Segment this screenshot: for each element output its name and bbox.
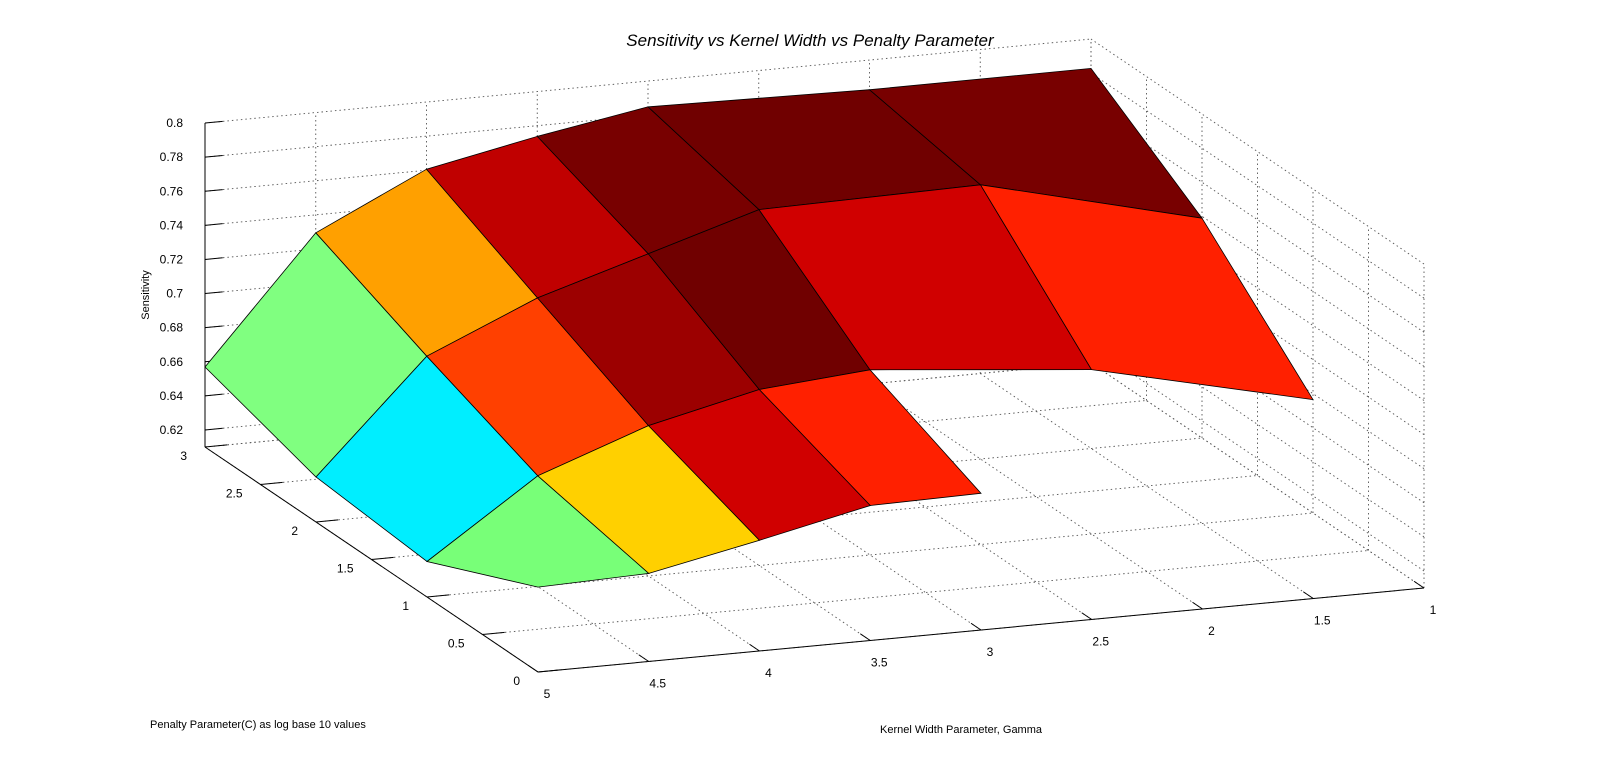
y-tick-mark xyxy=(204,444,228,448)
y-tick-label: 0 xyxy=(513,674,520,688)
y-axis-label: Penalty Parameter(C) as log base 10 valu… xyxy=(150,719,366,731)
y-tick-mark xyxy=(426,594,450,598)
z-tick-mark xyxy=(204,291,223,295)
x-axis-label: Kernel Width Parameter, Gamma xyxy=(880,724,1043,736)
x-tick-mark xyxy=(859,633,871,641)
z-tick-label: 0.62 xyxy=(160,423,184,437)
z-tick-label: 0.78 xyxy=(160,150,184,164)
z-tick-label: 0.74 xyxy=(160,218,184,232)
z-axis-label: Sensitivity xyxy=(140,270,152,320)
z-tick-label: 0.68 xyxy=(160,321,184,335)
z-tick-mark xyxy=(204,120,223,124)
surface xyxy=(204,67,1314,588)
x-tick-mark xyxy=(638,654,650,662)
y-tick-label: 1 xyxy=(402,599,409,613)
x-tick-label: 2.5 xyxy=(1092,635,1109,649)
z-tick-label: 0.72 xyxy=(160,252,184,266)
z-tick-mark xyxy=(204,257,223,260)
y-tick-label: 3 xyxy=(180,449,187,463)
x-tick-mark xyxy=(1192,601,1203,610)
y-tick-mark xyxy=(315,519,339,523)
x-tick-label: 3.5 xyxy=(871,656,888,670)
axis-lines xyxy=(204,120,1425,673)
z-tick-label: 0.64 xyxy=(160,389,184,403)
z-tick-mark xyxy=(204,427,223,431)
y-tick-label: 2 xyxy=(291,524,298,538)
y-tick-mark xyxy=(537,669,561,673)
y-tick-label: 0.5 xyxy=(448,637,465,651)
x-tick-label: 4.5 xyxy=(649,677,666,691)
z-tick-label: 0.8 xyxy=(166,116,183,130)
z-tick-mark xyxy=(204,223,223,226)
surface-patch xyxy=(979,184,1314,401)
x-tick-mark xyxy=(527,664,539,673)
z-tick-label: 0.76 xyxy=(160,184,184,198)
x-tick-label: 3 xyxy=(987,645,994,659)
z-tick-label: 0.7 xyxy=(166,287,183,301)
z-tick-label: 0.66 xyxy=(160,355,184,369)
chart-title: Sensitivity vs Kernel Width vs Penalty P… xyxy=(626,31,995,50)
z-tick-mark xyxy=(204,393,223,397)
x-tick-mark xyxy=(970,622,982,631)
y-tick-mark xyxy=(260,481,283,485)
x-tick-mark xyxy=(1302,591,1314,599)
x-tick-label: 1 xyxy=(1430,603,1437,617)
x-tick-label: 4 xyxy=(765,666,772,680)
z-tick-mark xyxy=(204,189,223,192)
x-tick-mark xyxy=(1081,612,1093,620)
y-tick-mark xyxy=(482,631,505,635)
y-tick-label: 1.5 xyxy=(337,562,354,576)
x-tick-label: 1.5 xyxy=(1314,614,1331,628)
x-tick-label: 2 xyxy=(1208,624,1215,638)
y-tick-label: 2.5 xyxy=(226,487,243,501)
surface-patch xyxy=(758,369,982,506)
tick-labels: 1 1.5 2 2.5 3 3.5 4 4.5 5 0 0.5 1 1.5 2 2.5 3 0.62 0.64 0.… xyxy=(160,116,1437,701)
x-tick-mark xyxy=(1413,580,1425,589)
y-tick-mark xyxy=(371,556,394,560)
x-tick-mark xyxy=(749,643,760,652)
z-tick-mark xyxy=(204,154,223,158)
x-tick-label: 5 xyxy=(544,687,551,701)
z-tick-mark xyxy=(204,325,223,329)
